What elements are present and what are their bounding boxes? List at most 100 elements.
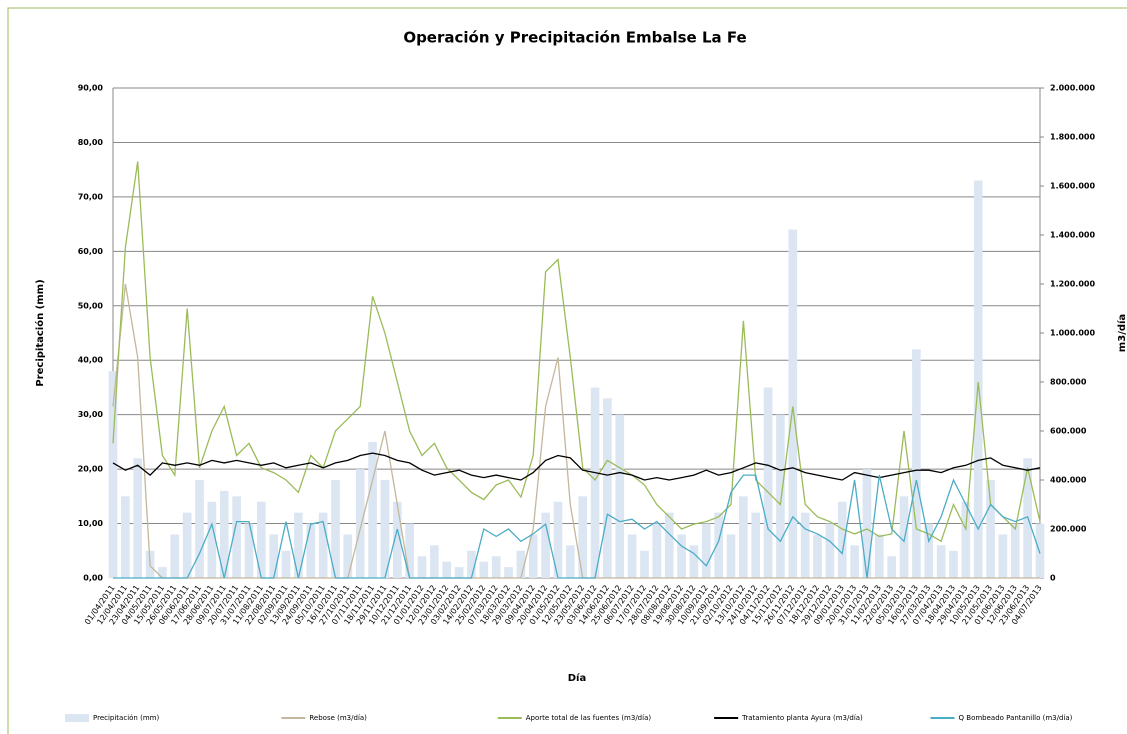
bar [417, 556, 427, 578]
bar [108, 371, 118, 578]
line-series [112, 161, 1041, 543]
bar [924, 523, 934, 578]
bar [776, 414, 785, 578]
legend-label: Rebose (m3/día) [309, 714, 367, 722]
y2-tick-label: 600.000 [1050, 427, 1087, 436]
bar [479, 561, 489, 578]
bar [294, 512, 303, 578]
y-axis-label: Precipitación (mm) [34, 279, 46, 386]
y2-tick-label: 200.000 [1050, 525, 1087, 534]
bar [578, 496, 588, 578]
bar [269, 534, 279, 578]
bar [874, 534, 884, 578]
bar [689, 545, 699, 578]
bar [516, 550, 526, 578]
bar [195, 480, 204, 578]
bar [528, 534, 538, 578]
y2-tick-label: 1.400.000 [1050, 231, 1095, 240]
bar [640, 550, 649, 578]
bar [961, 501, 971, 578]
bar [430, 545, 439, 578]
bar [652, 523, 662, 578]
bar [986, 480, 995, 578]
y2-tick-label: 2.000.000 [1050, 84, 1095, 93]
bar [306, 523, 316, 578]
bar [627, 534, 637, 578]
bar [936, 545, 946, 578]
y-tick-label: 10,00 [78, 519, 104, 528]
legend-swatch [65, 714, 89, 722]
bar [541, 512, 550, 578]
bar [850, 545, 859, 578]
y2-tick-label: 0 [1050, 574, 1056, 583]
bar [392, 501, 402, 578]
y-tick-label: 90,00 [78, 84, 104, 93]
bar [318, 512, 328, 578]
y-tick-label: 0,00 [83, 574, 103, 583]
bar [504, 567, 513, 578]
bar [281, 550, 291, 578]
legend-label: Aporte total de las fuentes (m3/día) [526, 714, 652, 722]
y2-axis-label: m3/día [1116, 314, 1127, 352]
bar [121, 496, 130, 578]
bar [380, 480, 390, 578]
bar [454, 567, 464, 578]
bar [788, 229, 798, 579]
line-series [112, 452, 1041, 481]
y2-tick-label: 1.600.000 [1050, 182, 1095, 191]
bar [442, 561, 452, 578]
legend-label: Q Bombeado Pantanillo (m3/día) [959, 714, 1073, 722]
bar [565, 545, 575, 578]
bar [837, 501, 847, 578]
bar [182, 512, 192, 578]
y-tick-label: 50,00 [78, 301, 104, 310]
bar [244, 523, 254, 578]
bar [207, 501, 217, 578]
line-series [113, 474, 1041, 579]
bar [714, 512, 723, 578]
y-tick-label: 80,00 [78, 138, 104, 147]
bar [949, 550, 958, 578]
bar [998, 534, 1008, 578]
bar [368, 441, 377, 578]
bar [219, 490, 229, 578]
bar [739, 496, 748, 578]
y2-tick-label: 400.000 [1050, 476, 1087, 485]
bar [973, 180, 983, 579]
y-tick-label: 60,00 [78, 247, 104, 256]
bar [862, 469, 872, 578]
bar [912, 349, 921, 578]
bar [158, 567, 167, 578]
bar [590, 387, 600, 578]
bar [133, 458, 143, 578]
bar [343, 534, 353, 578]
bar [405, 523, 414, 578]
bar [467, 550, 476, 578]
bar [615, 414, 625, 578]
bar [331, 480, 340, 578]
bar [491, 556, 501, 578]
bar [800, 512, 810, 578]
bar [232, 496, 241, 578]
bar [603, 398, 612, 578]
bar [170, 534, 180, 578]
bar [1010, 523, 1020, 578]
chart-frame [7, 7, 1127, 734]
bar [256, 501, 266, 578]
y-tick-label: 40,00 [78, 356, 104, 365]
bar [726, 534, 736, 578]
bar [887, 556, 897, 578]
x-axis-label: Día [568, 672, 586, 684]
y-tick-label: 70,00 [78, 192, 104, 201]
bar [677, 534, 686, 578]
bar [1035, 523, 1045, 578]
bar [701, 523, 711, 578]
bar [899, 496, 909, 578]
bar [763, 387, 773, 578]
y2-tick-label: 800.000 [1050, 378, 1087, 387]
bar [553, 501, 563, 578]
y2-tick-label: 1.000.000 [1050, 329, 1095, 338]
bar [664, 512, 674, 578]
bar [751, 512, 761, 578]
